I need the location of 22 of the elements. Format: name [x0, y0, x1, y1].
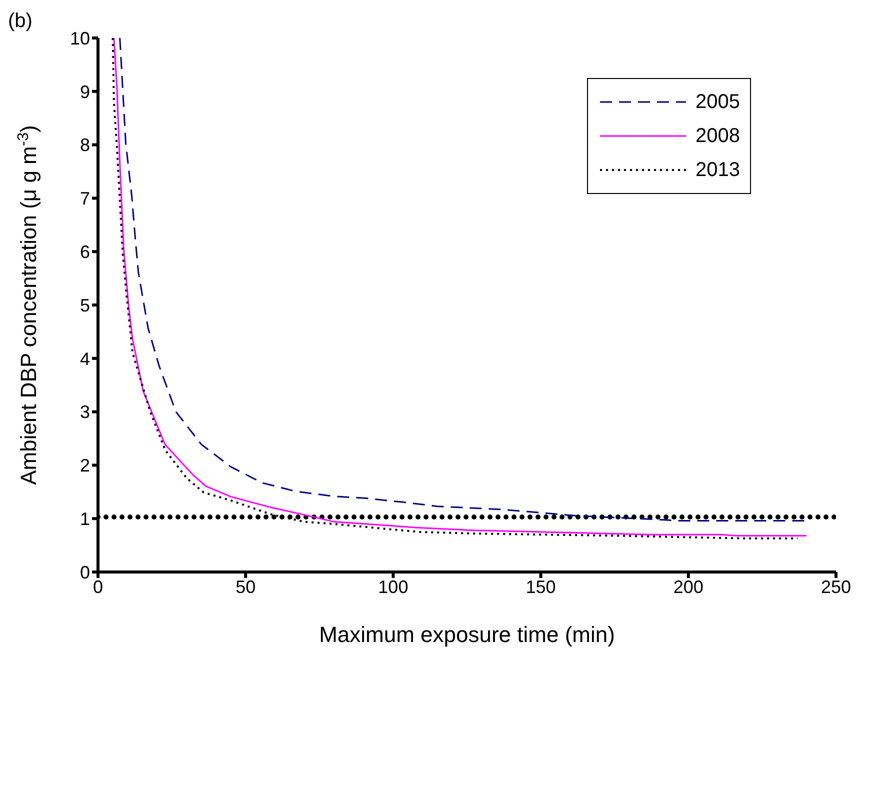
- x-tick-label: 50: [236, 576, 256, 597]
- legend-label: 2008: [696, 124, 740, 148]
- legend-label: 2005: [696, 90, 740, 114]
- y-tick-label: 3: [80, 402, 90, 422]
- legend-label: 2013: [696, 158, 740, 182]
- y-tick-label: 7: [80, 188, 90, 209]
- x-tick-label: 100: [378, 576, 408, 597]
- y-tick-label: 10: [70, 28, 90, 48]
- x-tick-label: 250: [820, 576, 852, 597]
- y-tick-label: 8: [80, 135, 90, 156]
- y-tick-label: 4: [80, 348, 90, 369]
- y-tick-label: 9: [80, 82, 90, 102]
- x-tick-label: 0: [92, 576, 104, 597]
- y-tick-label: 0: [80, 562, 90, 582]
- x-tick-label: 150: [526, 576, 556, 597]
- x-tick-label: 200: [673, 576, 704, 597]
- x-axis-title: Maximum exposure time (min): [319, 622, 615, 647]
- y-tick-label: 2: [80, 456, 90, 476]
- y-tick-label: 6: [80, 242, 90, 262]
- text: (b): [8, 10, 32, 33]
- y-tick-label: 1: [80, 508, 90, 529]
- y-tick-label: 5: [80, 295, 90, 316]
